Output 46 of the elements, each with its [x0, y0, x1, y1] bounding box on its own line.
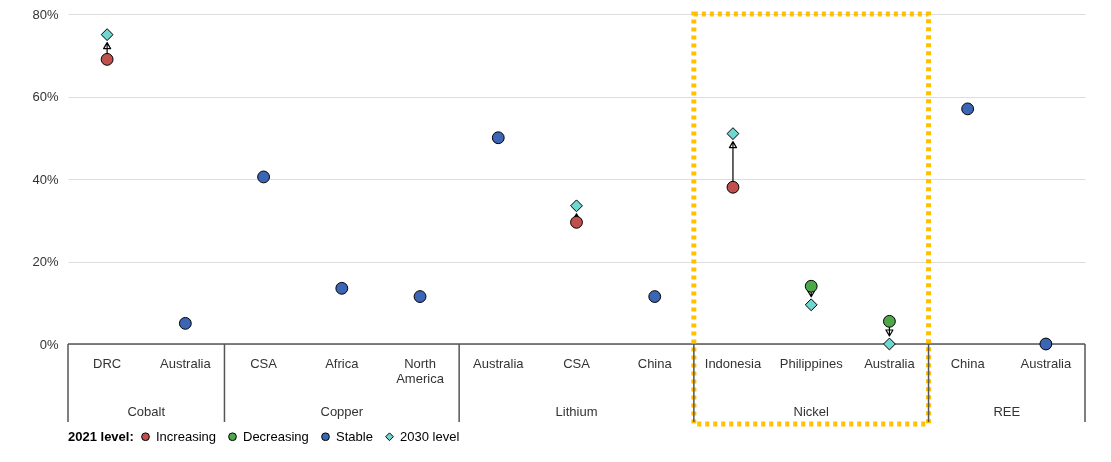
x-tick-label: Indonesia: [704, 356, 762, 371]
point: [100, 28, 114, 42]
text: REE: [993, 404, 1021, 419]
x-tick-label: Australia: [472, 356, 525, 371]
point: [178, 316, 192, 330]
point: [491, 131, 505, 145]
text: Nickel: [793, 404, 829, 419]
text: Cobalt: [127, 404, 166, 419]
x-tick-label: North America: [396, 356, 445, 386]
y-tick-label: 80%: [32, 6, 59, 22]
y-tick-label: 0%: [39, 336, 59, 352]
x-tick-label: Philippines: [779, 356, 844, 371]
point: [883, 337, 896, 351]
legend-label: Increasing: [156, 428, 216, 444]
point: [804, 279, 818, 293]
point: [726, 127, 740, 141]
x-tick-label: CSA: [563, 356, 591, 371]
point: [648, 290, 662, 303]
legend-label: Decreasing: [243, 428, 309, 444]
point: [883, 314, 896, 328]
x-tick-label: China: [950, 356, 986, 371]
x-tick-label: China: [637, 356, 673, 371]
text: Copper: [320, 404, 364, 419]
legend-label: Stable: [336, 428, 373, 444]
point: [961, 102, 975, 116]
point: [726, 180, 740, 194]
legend-label: 2030 level: [400, 428, 460, 444]
point: [100, 52, 114, 66]
y-tick-label: 40%: [32, 171, 59, 187]
y-tick-label: 60%: [32, 89, 59, 104]
y-tick-label: 20%: [32, 254, 59, 269]
x-tick-label: Australia: [160, 356, 212, 371]
point: [335, 281, 349, 295]
point: [570, 215, 583, 229]
point: [804, 298, 818, 312]
x-tick-label: CSA: [250, 356, 278, 371]
point: [413, 290, 427, 303]
point: [1039, 337, 1053, 351]
point: [257, 170, 270, 184]
legend-title: 2021 level:: [68, 429, 134, 444]
text: Lithium: [555, 404, 598, 419]
x-tick-label: Africa: [325, 356, 360, 371]
x-tick-label: Australia: [1020, 356, 1072, 371]
point: [570, 199, 583, 213]
x-tick-label: Australia: [864, 356, 916, 371]
x-tick-label: DRC: [93, 356, 122, 371]
